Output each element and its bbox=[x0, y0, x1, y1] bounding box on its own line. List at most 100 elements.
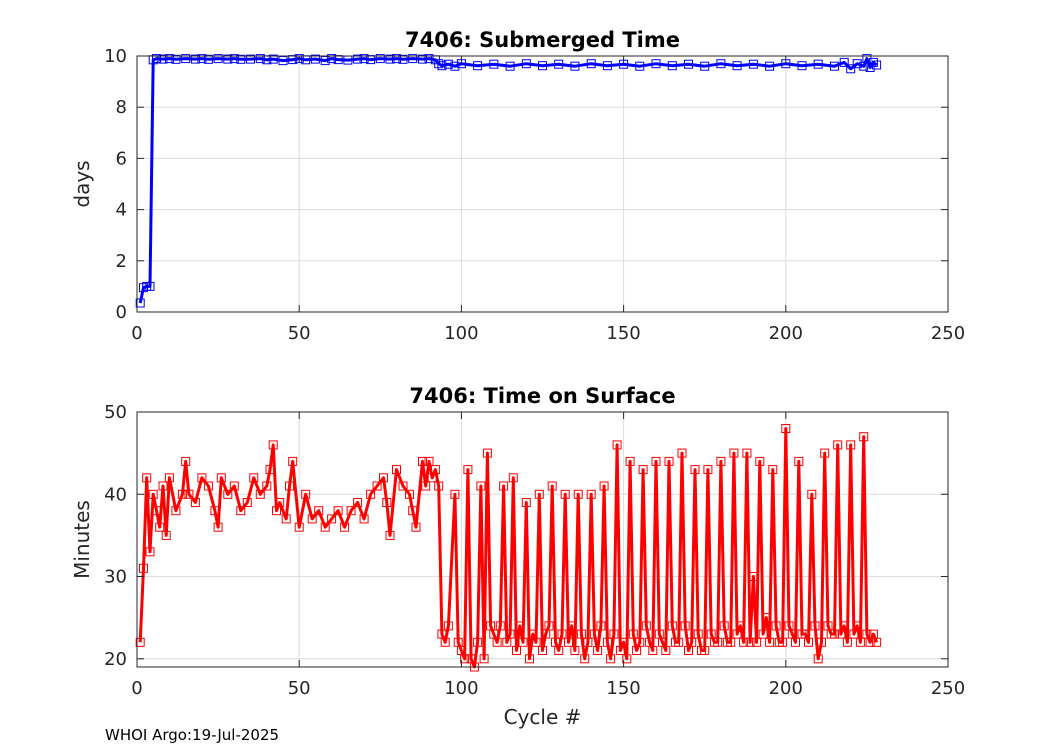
surface-data-point bbox=[512, 646, 521, 655]
surface-data-point bbox=[794, 456, 804, 466]
surface-data-point bbox=[872, 637, 882, 647]
surface-data-point bbox=[570, 646, 580, 655]
surface-data-point bbox=[534, 489, 544, 499]
surface-x-axis-label: Cycle # bbox=[504, 705, 582, 729]
surface-data-point bbox=[817, 637, 826, 647]
submerged-data-point bbox=[310, 54, 320, 64]
surface-data-point bbox=[755, 456, 765, 466]
surface-data-point bbox=[499, 481, 509, 491]
surface-data-point bbox=[680, 621, 690, 631]
surface-markers bbox=[135, 424, 882, 672]
surface-data-point bbox=[667, 621, 677, 631]
submerged-chart-title: 7406: Submerged Time bbox=[405, 28, 680, 52]
surface-data-point bbox=[557, 629, 567, 639]
surface-data-point bbox=[155, 522, 165, 532]
surface-data-point bbox=[567, 621, 577, 631]
surface-data-point bbox=[745, 637, 755, 647]
surface-data-point bbox=[661, 646, 671, 655]
surface-y-tick-label: 20 bbox=[104, 649, 127, 670]
submerged-data-point bbox=[181, 54, 191, 64]
surface-data-point bbox=[268, 440, 278, 450]
submerged-x-tick-label: 150 bbox=[606, 323, 640, 344]
surface-data-point bbox=[735, 621, 745, 631]
submerged-data-point bbox=[327, 54, 337, 64]
surface-data-point bbox=[424, 456, 434, 466]
submerged-data-point bbox=[164, 54, 174, 64]
surface-data-point bbox=[353, 498, 363, 507]
surface-data-point bbox=[346, 506, 356, 516]
submerged-data-point bbox=[684, 59, 693, 69]
surface-data-point bbox=[223, 489, 233, 499]
submerged-y-tick-label: 4 bbox=[116, 200, 127, 221]
submerged-data-point bbox=[865, 63, 875, 72]
surface-data-point bbox=[301, 489, 311, 499]
submerged-data-point bbox=[385, 54, 395, 64]
surface-data-point bbox=[830, 629, 839, 639]
submerged-data-point bbox=[408, 54, 418, 64]
submerged-data-point bbox=[700, 61, 710, 71]
submerged-data-point bbox=[765, 61, 775, 71]
surface-data-point bbox=[544, 621, 554, 631]
surface-data-point bbox=[664, 456, 674, 466]
surface-data-point bbox=[687, 637, 697, 647]
submerged-data-point bbox=[213, 54, 223, 64]
surface-data-point bbox=[262, 481, 272, 491]
submerged-data-point bbox=[473, 61, 483, 71]
surface-data-point bbox=[359, 514, 369, 524]
submerged-time-chart: 0 50 100 150 200 250 0 2 4 6 8 10 7406: Submerged Ti… bbox=[70, 28, 965, 344]
submerged-data-point bbox=[255, 54, 265, 64]
submerged-data-point bbox=[158, 54, 168, 64]
submerged-data-point bbox=[135, 298, 145, 308]
surface-data-point bbox=[314, 506, 324, 516]
surface-data-point bbox=[554, 646, 564, 655]
submerged-data-point bbox=[570, 61, 580, 71]
submerged-markers bbox=[135, 54, 882, 308]
submerged-data-point bbox=[521, 59, 531, 69]
surface-data-point bbox=[158, 481, 168, 491]
surface-x-tick-label: 0 bbox=[131, 678, 142, 699]
surface-data-point bbox=[716, 456, 726, 466]
submerged-data-point bbox=[732, 61, 742, 71]
surface-data-point bbox=[726, 637, 736, 647]
submerged-data-point bbox=[152, 54, 161, 64]
surface-data-point bbox=[210, 506, 220, 516]
submerged-data-point bbox=[392, 54, 401, 64]
submerged-data-point bbox=[203, 54, 213, 64]
surface-data-point bbox=[765, 637, 775, 647]
surface-data-point bbox=[771, 621, 781, 631]
surface-data-point bbox=[573, 489, 583, 499]
submerged-data-point bbox=[538, 61, 547, 71]
submerged-x-tick-label: 200 bbox=[769, 323, 803, 344]
submerged-data-point bbox=[375, 54, 385, 64]
submerged-x-tick-label: 50 bbox=[288, 323, 311, 344]
surface-data-point bbox=[807, 489, 817, 499]
submerged-data-point bbox=[846, 64, 856, 74]
submerged-data-point bbox=[443, 59, 453, 69]
surface-data-point bbox=[385, 530, 395, 540]
surface-data-point bbox=[479, 654, 489, 664]
surface-data-point bbox=[418, 456, 427, 466]
surface-data-point bbox=[197, 473, 207, 483]
surface-data-point bbox=[576, 629, 586, 639]
surface-data-point bbox=[538, 646, 547, 655]
surface-data-point bbox=[327, 514, 337, 524]
surface-data-point bbox=[564, 637, 573, 647]
submerged-data-point bbox=[748, 59, 758, 69]
surface-data-point bbox=[651, 456, 661, 466]
surface-data-point bbox=[482, 448, 492, 458]
surface-data-point bbox=[515, 621, 525, 631]
surface-data-point bbox=[288, 456, 298, 466]
submerged-data-point bbox=[716, 59, 726, 69]
submerged-y-tick-label: 10 bbox=[104, 46, 127, 67]
surface-data-point bbox=[768, 465, 778, 475]
submerged-axes-box bbox=[136, 55, 949, 313]
surface-data-point bbox=[641, 621, 651, 631]
surface-data-point bbox=[596, 621, 606, 631]
submerged-data-point bbox=[852, 59, 862, 69]
surface-data-point bbox=[628, 629, 638, 639]
surface-data-point bbox=[602, 637, 612, 647]
surface-x-tick-label: 100 bbox=[444, 678, 478, 699]
surface-data-point bbox=[625, 456, 635, 466]
surface-data-point bbox=[430, 465, 440, 475]
